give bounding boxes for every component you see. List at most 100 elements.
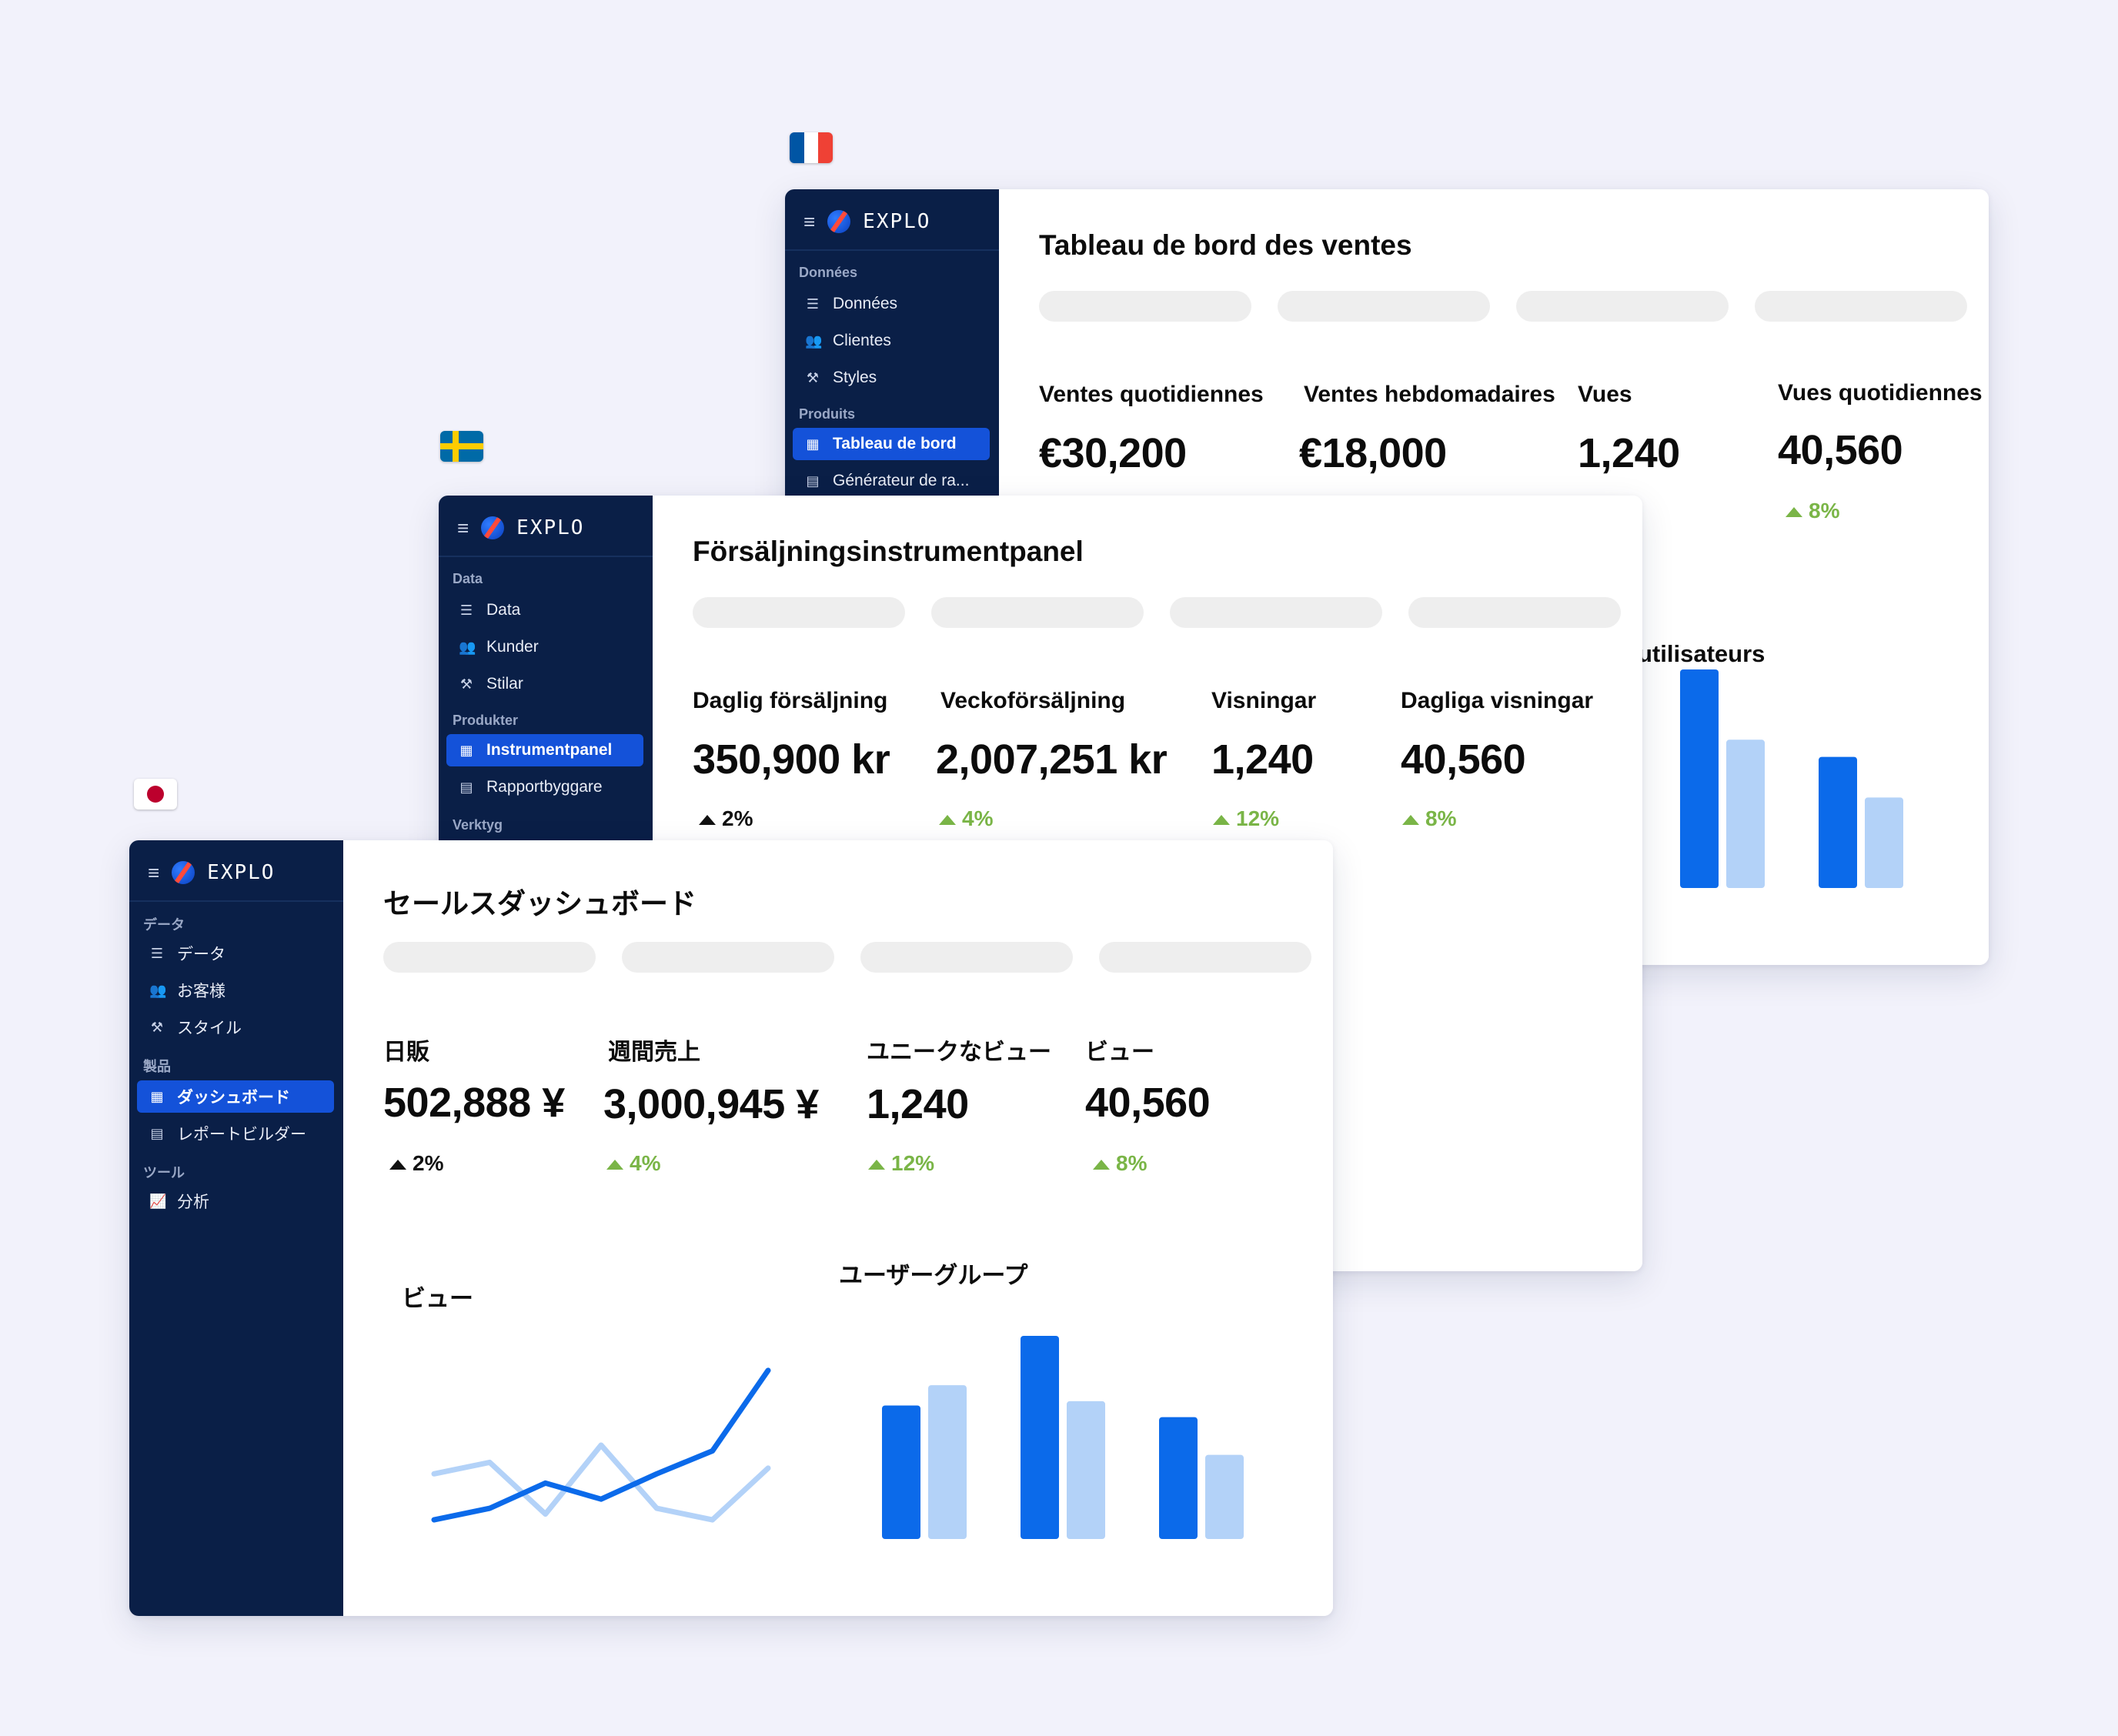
bar xyxy=(1159,1417,1198,1539)
sidebar-item-dashboard[interactable]: ▦ Tableau de bord xyxy=(793,428,990,460)
filter-placeholder[interactable] xyxy=(1099,942,1311,973)
sidebar-item-customers[interactable]: 👥 Kunder xyxy=(446,631,643,663)
metric-value: 1,240 xyxy=(1578,430,1680,476)
metric-value: 40,560 xyxy=(1778,427,1903,473)
metric-value: 3,000,945 ¥ xyxy=(603,1081,819,1127)
metric-delta: 8% xyxy=(1402,806,1456,831)
sidebar-item-report-builder[interactable]: ▤ Rapportbyggare xyxy=(446,771,643,803)
bar xyxy=(928,1385,967,1539)
brand: ≡ EXPLO xyxy=(457,512,584,543)
se-flag xyxy=(440,431,483,462)
filter-placeholder[interactable] xyxy=(622,942,834,973)
sidebar-item-dashboard[interactable]: ▦ Instrumentpanel xyxy=(446,734,643,766)
metric-label: Dagliga visningar xyxy=(1401,688,1594,713)
database-icon: ☰ xyxy=(806,295,820,312)
line-chart-title: ビュー xyxy=(402,1285,473,1312)
filter-placeholder[interactable] xyxy=(693,597,905,628)
dashboard-icon: ▦ xyxy=(459,742,473,758)
metric-delta: 2% xyxy=(699,806,753,831)
bar xyxy=(882,1405,920,1539)
sidebar-item-label: データ xyxy=(177,946,225,963)
section-label-products: Produits xyxy=(799,406,856,422)
metric-delta: 12% xyxy=(868,1151,934,1176)
filter-placeholder[interactable] xyxy=(1755,291,1967,322)
metric-value: 2,007,251 kr xyxy=(936,736,1168,783)
sidebar-item-data[interactable]: ☰ Data xyxy=(446,594,643,626)
sidebar-item-data[interactable]: ☰ データ xyxy=(137,937,334,970)
sidebar-item-dashboard[interactable]: ▦ ダッシュボード xyxy=(137,1080,334,1113)
filter-placeholder[interactable] xyxy=(383,942,596,973)
sidebar-item-clients[interactable]: 👥 Clientes xyxy=(793,325,990,357)
metric-value: 40,560 xyxy=(1085,1080,1211,1126)
section-label-products: 製品 xyxy=(143,1059,171,1074)
sidebar-item-label: Tableau de bord xyxy=(833,435,957,452)
explo-logo-icon xyxy=(481,516,505,539)
sidebar-item-styles[interactable]: ⚒ Stilar xyxy=(446,668,643,700)
views-line-chart xyxy=(431,1367,771,1523)
metric-label: Visningar xyxy=(1211,688,1317,713)
metric-label: ビュー xyxy=(1085,1040,1154,1065)
users-icon: 👥 xyxy=(149,982,167,998)
metric-label: Veckoförsäljning xyxy=(940,688,1126,713)
menu-icon[interactable]: ≡ xyxy=(803,210,816,233)
sidebar-item-styles[interactable]: ⚒ スタイル xyxy=(137,1011,334,1043)
metric-value: €30,200 xyxy=(1039,430,1187,476)
filter-placeholder[interactable] xyxy=(1170,597,1382,628)
sidebar-item-report-builder[interactable]: ▤ Générateur de ra... xyxy=(793,465,990,497)
metric-label: Ventes quotidiennes xyxy=(1039,382,1264,407)
metric-delta: 8% xyxy=(1093,1151,1147,1176)
metric-label: ユニークなビュー xyxy=(867,1040,1051,1065)
sidebar-item-customers[interactable]: 👥 お客様 xyxy=(137,974,334,1007)
sidebar-item-styles[interactable]: ⚒ Styles xyxy=(793,362,990,394)
menu-icon[interactable]: ≡ xyxy=(148,861,160,884)
page-title: セールスダッシュボード xyxy=(383,888,697,920)
filter-placeholder[interactable] xyxy=(860,942,1073,973)
menu-icon[interactable]: ≡ xyxy=(457,516,469,539)
fr-flag xyxy=(790,132,833,163)
section-label-tools: ツール xyxy=(143,1165,185,1180)
report-icon: ▤ xyxy=(150,1125,164,1141)
filter-placeholder[interactable] xyxy=(1516,291,1729,322)
filter-placeholder[interactable] xyxy=(1278,291,1490,322)
bar xyxy=(1067,1400,1105,1539)
trend-up-icon xyxy=(1213,815,1230,825)
report-icon: ▤ xyxy=(459,779,473,795)
sidebar-item-label: Générateur de ra... xyxy=(833,472,970,489)
trend-up-icon xyxy=(606,1160,623,1170)
metric-delta: 12% xyxy=(1213,806,1279,831)
section-label-products: Produkter xyxy=(453,713,519,728)
trend-up-icon xyxy=(1093,1160,1110,1170)
divider xyxy=(129,900,343,902)
trend-up-icon xyxy=(939,815,956,825)
metric-delta-value: 8% xyxy=(1116,1151,1148,1175)
trend-up-icon xyxy=(699,815,716,825)
sidebar-item-report-builder[interactable]: ▤ レポートビルダー xyxy=(137,1117,334,1150)
page-title: Tableau de bord des ventes xyxy=(1039,229,1412,261)
metric-delta: 2% xyxy=(389,1151,443,1176)
line-chart-icon: 📈 xyxy=(149,1193,167,1209)
metric-label: 週間売上 xyxy=(608,1040,700,1065)
trend-up-icon xyxy=(389,1160,406,1170)
sidebar-item-analysis[interactable]: 📈 分析 xyxy=(137,1185,334,1217)
main-content: セールスダッシュボード 日販 502,888 ¥ 2% 週間売上 3,000,9… xyxy=(343,840,1333,1616)
metric-delta-value: 8% xyxy=(1425,806,1457,830)
page-title: Försäljningsinstrumentpanel xyxy=(693,536,1084,567)
metric-delta: 8% xyxy=(1786,499,1839,523)
sidebar-item-data[interactable]: ☰ Données xyxy=(793,288,990,320)
metric-delta: 4% xyxy=(939,806,993,831)
brand: ≡ EXPLO xyxy=(803,206,930,237)
filter-placeholder[interactable] xyxy=(1408,597,1621,628)
filter-placeholder[interactable] xyxy=(1039,291,1251,322)
filter-placeholder[interactable] xyxy=(931,597,1144,628)
report-icon: ▤ xyxy=(806,472,820,489)
metric-delta-value: 2% xyxy=(722,806,753,830)
chart-title: utilisateurs xyxy=(1638,640,1766,667)
sidebar-item-label: Styles xyxy=(833,369,877,386)
paint-roller-icon: ⚒ xyxy=(806,369,820,386)
dashboard-icon: ▦ xyxy=(150,1088,164,1104)
bar xyxy=(1205,1454,1244,1539)
dashboard-icon: ▦ xyxy=(806,436,820,452)
trend-up-icon xyxy=(868,1160,885,1170)
logo-text: EXPLO xyxy=(516,516,585,539)
sidebar-item-label: 分析 xyxy=(177,1194,209,1211)
